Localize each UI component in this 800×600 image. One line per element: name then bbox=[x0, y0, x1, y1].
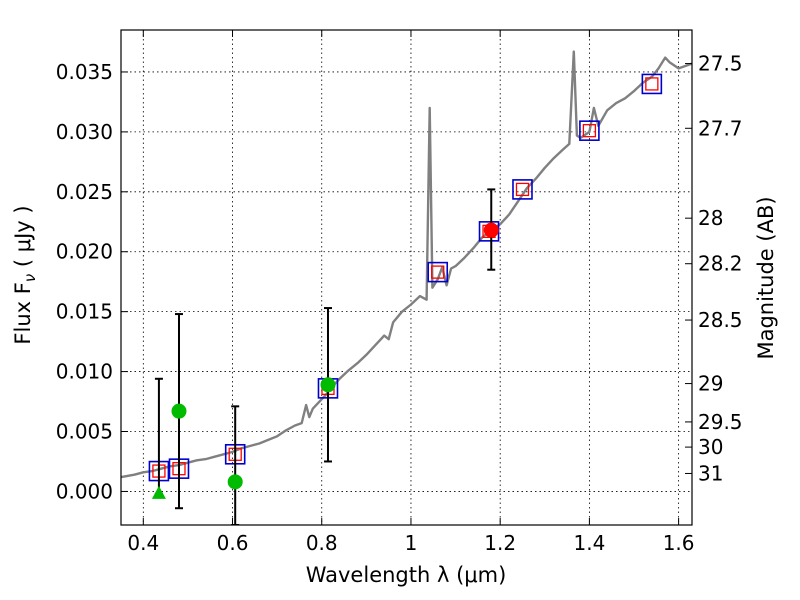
y2-tick-label: 27.7 bbox=[698, 116, 743, 140]
y-tick-label: 0.020 bbox=[56, 240, 113, 264]
x-axis-label: Wavelength λ (μm) bbox=[306, 563, 507, 587]
y-axis-label-subscript: ν bbox=[21, 274, 39, 282]
y-tick-label: 0.025 bbox=[56, 180, 113, 204]
model-photometry-inner-square bbox=[515, 182, 530, 197]
x-tick-label: 0.6 bbox=[217, 531, 249, 555]
y-tick-label: 0.010 bbox=[56, 360, 113, 384]
nondetection-point bbox=[171, 403, 187, 419]
y-axis-label-unit: ( μJy ) bbox=[11, 205, 35, 273]
grid bbox=[121, 30, 692, 525]
model-photometry-inner-square bbox=[645, 77, 659, 91]
model-spectrum-line bbox=[121, 50, 692, 479]
nondetection-point bbox=[320, 377, 336, 393]
y-tick-label: 0.035 bbox=[56, 60, 113, 84]
model-photometry-square bbox=[641, 73, 663, 95]
model-photometry-square bbox=[427, 261, 449, 283]
plot-frame bbox=[120, 29, 693, 526]
y2-tick-label: 28 bbox=[698, 206, 723, 230]
x-tick-label: 1 bbox=[405, 531, 418, 555]
y-tick-label: 0.005 bbox=[56, 420, 113, 444]
y2-tick-label: 28.2 bbox=[698, 252, 743, 276]
y2-tick-label: 27.5 bbox=[698, 52, 743, 76]
x-tick-label: 1.6 bbox=[663, 531, 695, 555]
y2-axis-label: Magnitude (AB) bbox=[754, 196, 778, 359]
y-axis-label-main: Flux F bbox=[11, 282, 35, 344]
model-photometry-square bbox=[579, 120, 600, 141]
y-tick-label: 0.015 bbox=[56, 300, 113, 324]
y2-tick-label: 28.5 bbox=[698, 308, 743, 332]
y-tick-label: 0.030 bbox=[56, 120, 113, 144]
x-tick-label: 1.4 bbox=[573, 531, 605, 555]
model-photometry-square bbox=[512, 179, 533, 200]
plot-area bbox=[121, 50, 692, 525]
y2-tick-label: 29.5 bbox=[698, 410, 743, 434]
nondetection-point bbox=[227, 474, 243, 490]
upper-limit-marker bbox=[151, 485, 166, 499]
model-photometry-inner-square bbox=[582, 124, 597, 138]
plot-clip-group bbox=[121, 50, 692, 525]
axis-ticks: 0.4 0.6 0.8 1 1.2 1.4 1.6 0.000 0.005 0.010 0.015 0… bbox=[56, 30, 743, 555]
detection-point bbox=[483, 222, 499, 238]
y2-tick-label: 30 bbox=[698, 435, 723, 459]
x-tick-label: 0.8 bbox=[306, 531, 338, 555]
model-photometry-inner-square bbox=[431, 265, 445, 279]
y-axis-label: Flux Fν ( μJy ) bbox=[11, 205, 39, 344]
y2-tick-label: 29 bbox=[698, 372, 723, 396]
y-tick-label: 0.000 bbox=[56, 479, 113, 503]
x-tick-label: 1.2 bbox=[484, 531, 516, 555]
y2-tick-label: 31 bbox=[698, 461, 723, 485]
x-tick-label: 0.4 bbox=[127, 531, 159, 555]
